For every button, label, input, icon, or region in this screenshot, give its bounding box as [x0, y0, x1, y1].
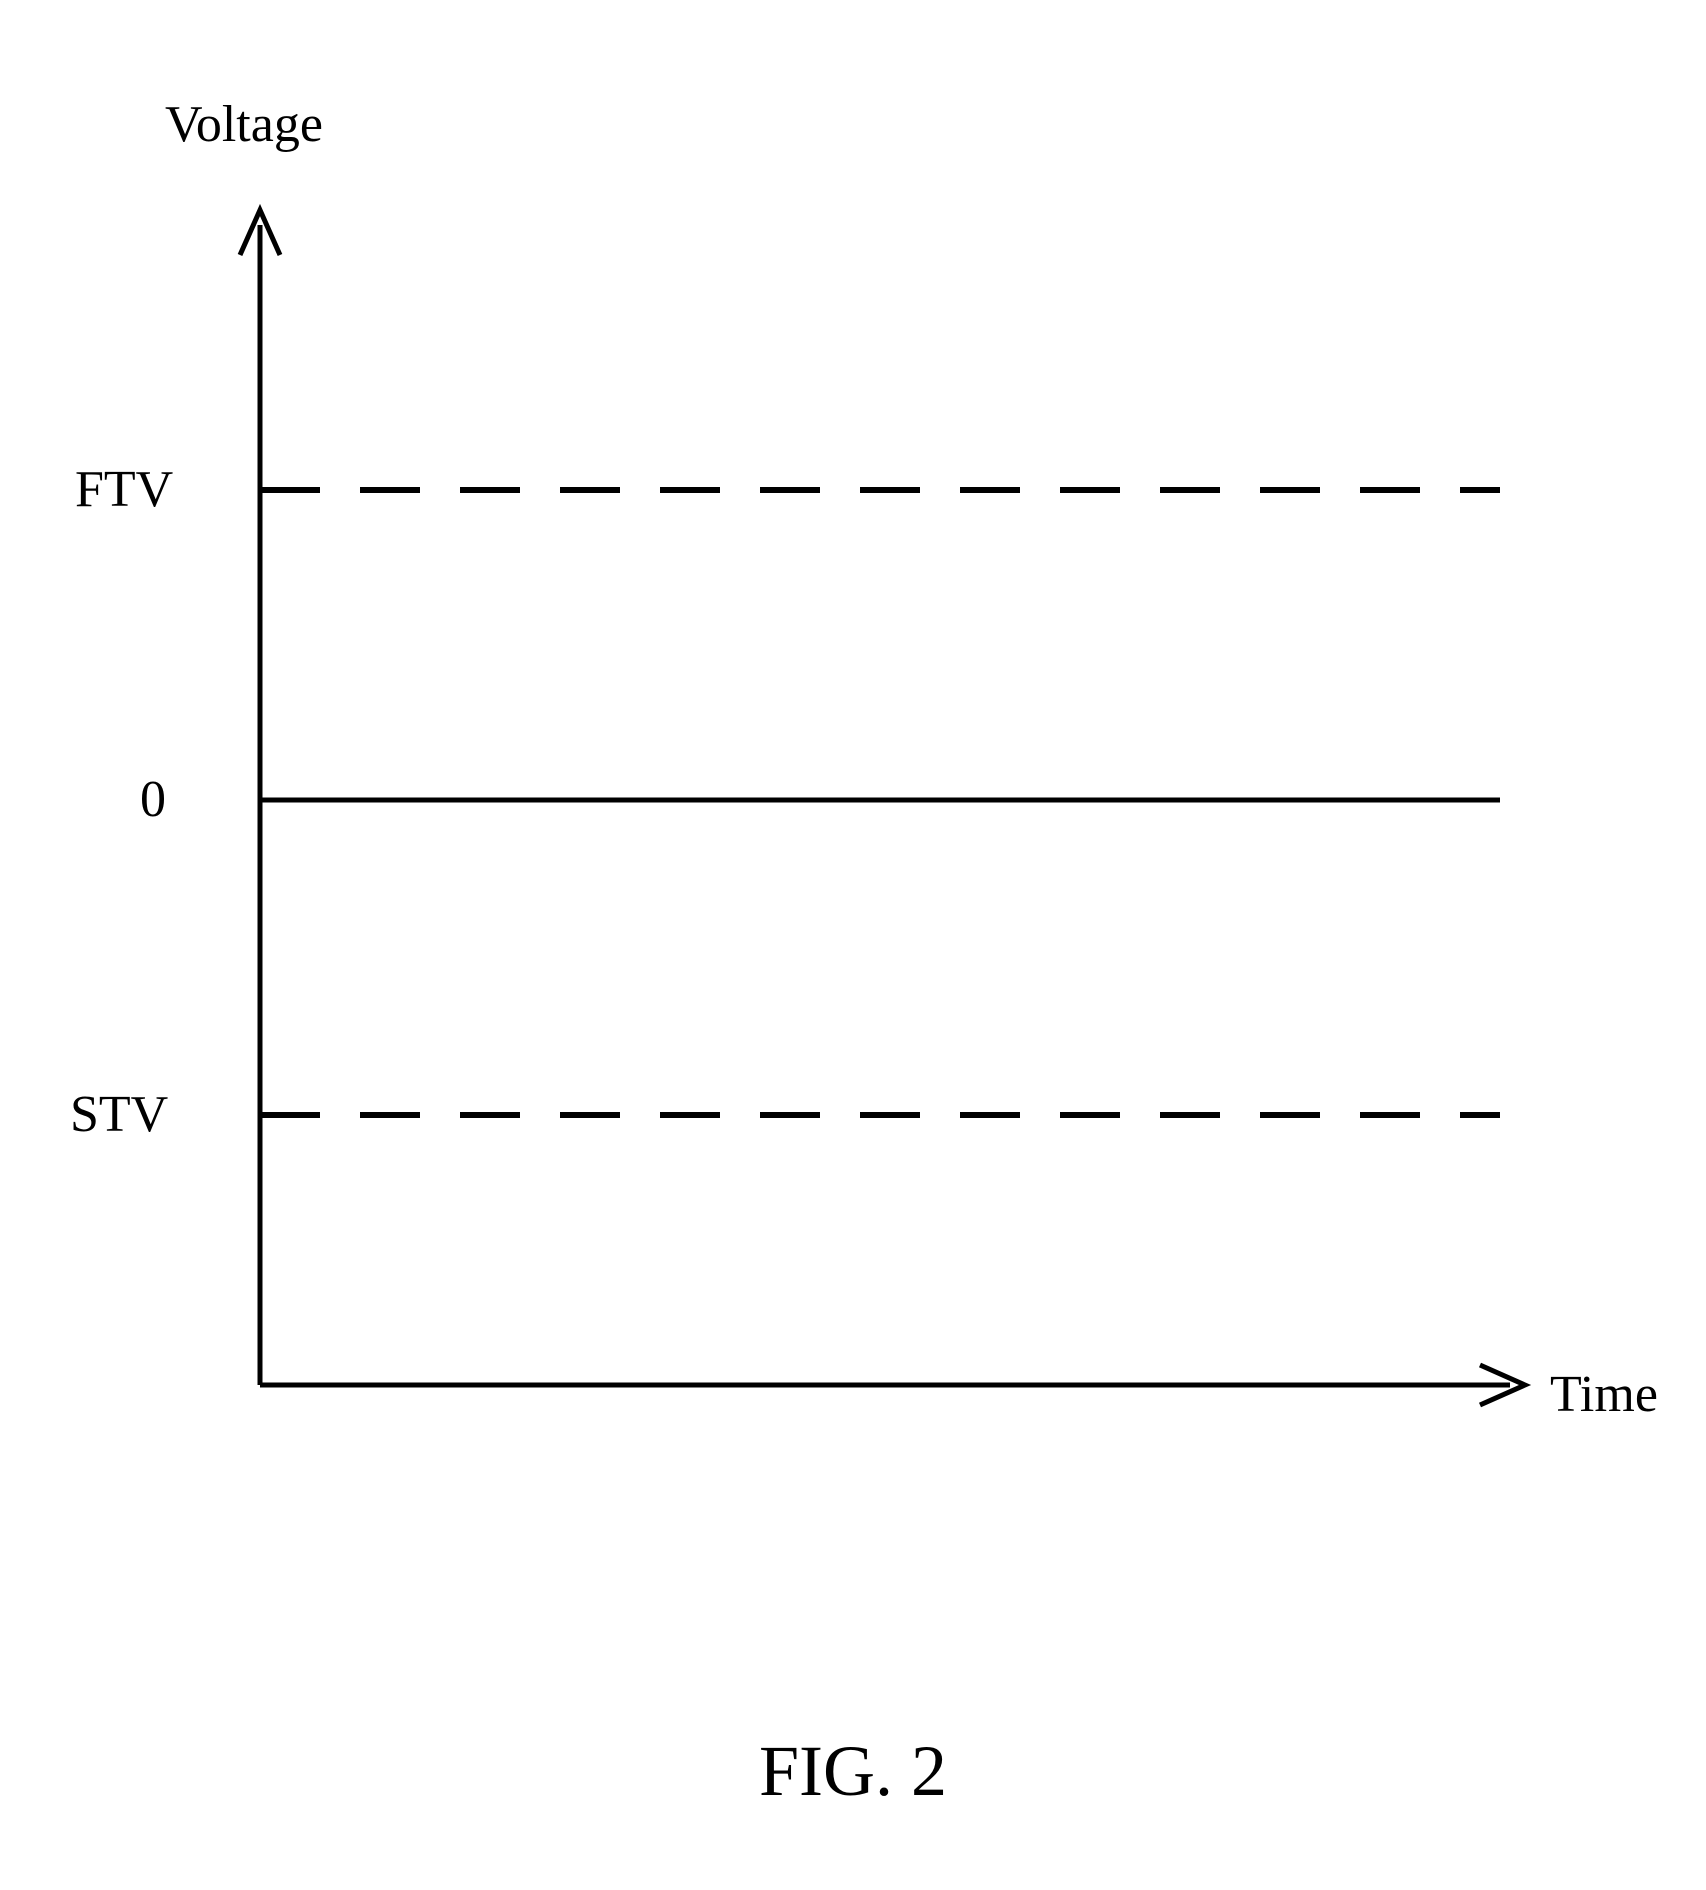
zero-tick-label: 0 — [140, 770, 166, 829]
figure-caption: FIG. 2 — [759, 1730, 947, 1813]
ftv-tick-label: FTV — [75, 460, 173, 519]
chart-container: Voltage Time FTV 0 STV FIG. 2 — [0, 0, 1706, 1890]
stv-tick-label: STV — [70, 1085, 168, 1144]
x-axis-label: Time — [1550, 1365, 1658, 1424]
y-axis-label: Voltage — [165, 95, 323, 154]
chart-svg — [0, 0, 1706, 1890]
